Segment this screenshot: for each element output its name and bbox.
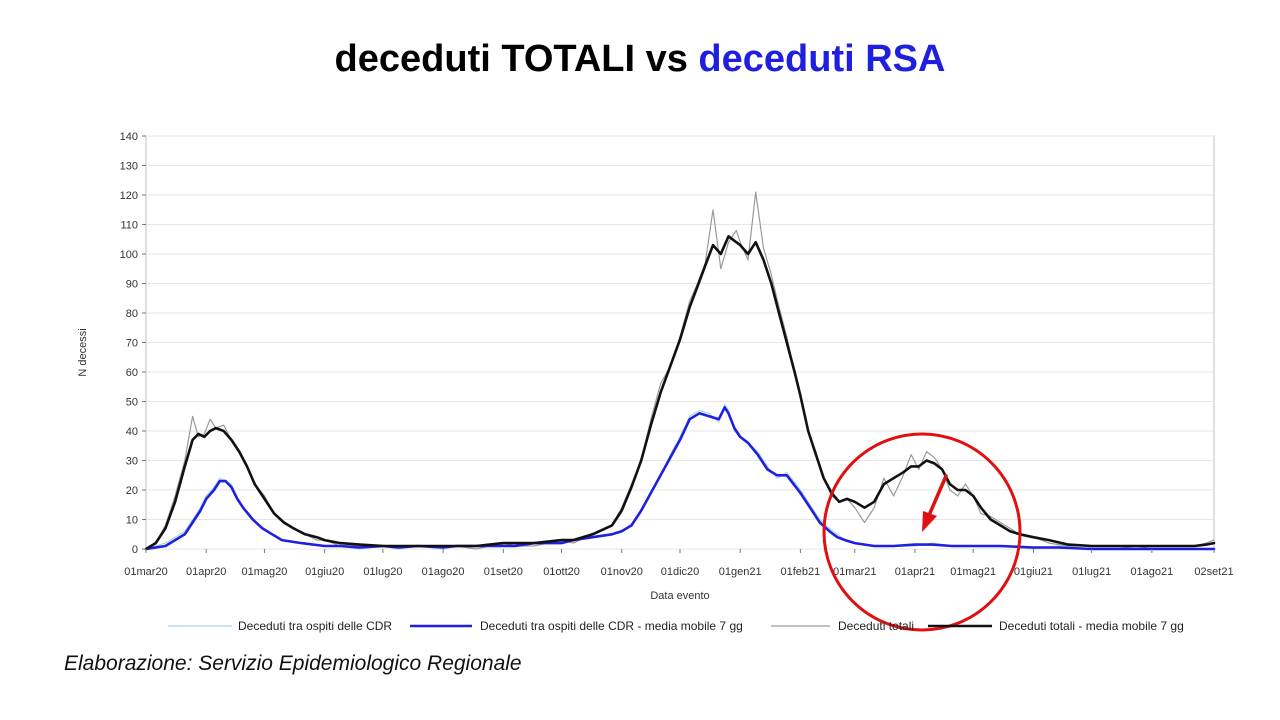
x-tick-label: 02set21	[1194, 566, 1233, 578]
legend-label: Deceduti totali - media mobile 7 gg	[999, 619, 1184, 633]
x-tick-label: 01ago20	[422, 566, 465, 578]
x-tick-label: 01mar20	[124, 566, 167, 578]
x-tick-label: 01feb21	[781, 566, 821, 578]
y-tick-label: 0	[132, 544, 138, 556]
legend-label: Deceduti totali	[838, 619, 914, 633]
legend-label: Deceduti tra ospiti delle CDR - media mo…	[480, 619, 743, 633]
y-tick-label: 130	[120, 161, 138, 173]
x-tick-label: 01lug21	[1072, 566, 1111, 578]
x-tick-label: 01set20	[484, 566, 523, 578]
series-line-4	[144, 235, 1216, 551]
y-tick-label: 100	[120, 249, 138, 261]
x-tick-label: 01mag21	[950, 566, 996, 578]
annotation-arrow-shaft	[928, 474, 948, 515]
x-tick-label: 01lug20	[363, 566, 402, 578]
x-tick-label: 01apr20	[186, 566, 226, 578]
x-tick-label: 01giu21	[1014, 566, 1053, 578]
y-axis-label: N decessi	[77, 328, 89, 376]
x-tick-label: 01dic20	[661, 566, 700, 578]
y-tick-label: 80	[126, 308, 138, 320]
title-total-part: deceduti TOTALI vs	[334, 38, 699, 80]
y-tick-label: 50	[126, 397, 138, 409]
slide-title: deceduti TOTALI vs deceduti RSA	[0, 38, 1280, 81]
x-axis-label: Data evento	[650, 590, 709, 602]
x-tick-label: 01nov20	[601, 566, 643, 578]
x-tick-label: 01mag20	[242, 566, 288, 578]
y-tick-label: 60	[126, 367, 138, 379]
x-tick-label: 01ago21	[1130, 566, 1173, 578]
y-tick-label: 40	[126, 426, 138, 438]
x-tick-label: 01giu20	[305, 566, 344, 578]
legend-label: Deceduti tra ospiti delle CDR	[238, 619, 392, 633]
x-tick-label: 01ott20	[543, 566, 580, 578]
y-tick-label: 90	[126, 279, 138, 291]
series-line-2	[144, 406, 1216, 551]
y-tick-label: 30	[126, 456, 138, 468]
footer-note: Elaborazione: Servizio Epidemiologico Re…	[64, 652, 522, 675]
x-tick-label: 01gen21	[719, 566, 762, 578]
annotation-arrow-head	[922, 511, 937, 532]
y-tick-label: 110	[120, 220, 138, 232]
y-tick-label: 10	[126, 515, 138, 527]
y-tick-label: 70	[126, 338, 138, 350]
x-tick-label: 01mar21	[833, 566, 876, 578]
y-tick-label: 120	[120, 190, 138, 202]
title-rsa-part: deceduti RSA	[698, 38, 946, 80]
annotation-circle	[822, 432, 1022, 632]
y-tick-label: 20	[126, 485, 138, 497]
y-tick-label: 140	[120, 131, 138, 143]
x-tick-label: 01apr21	[895, 566, 935, 578]
